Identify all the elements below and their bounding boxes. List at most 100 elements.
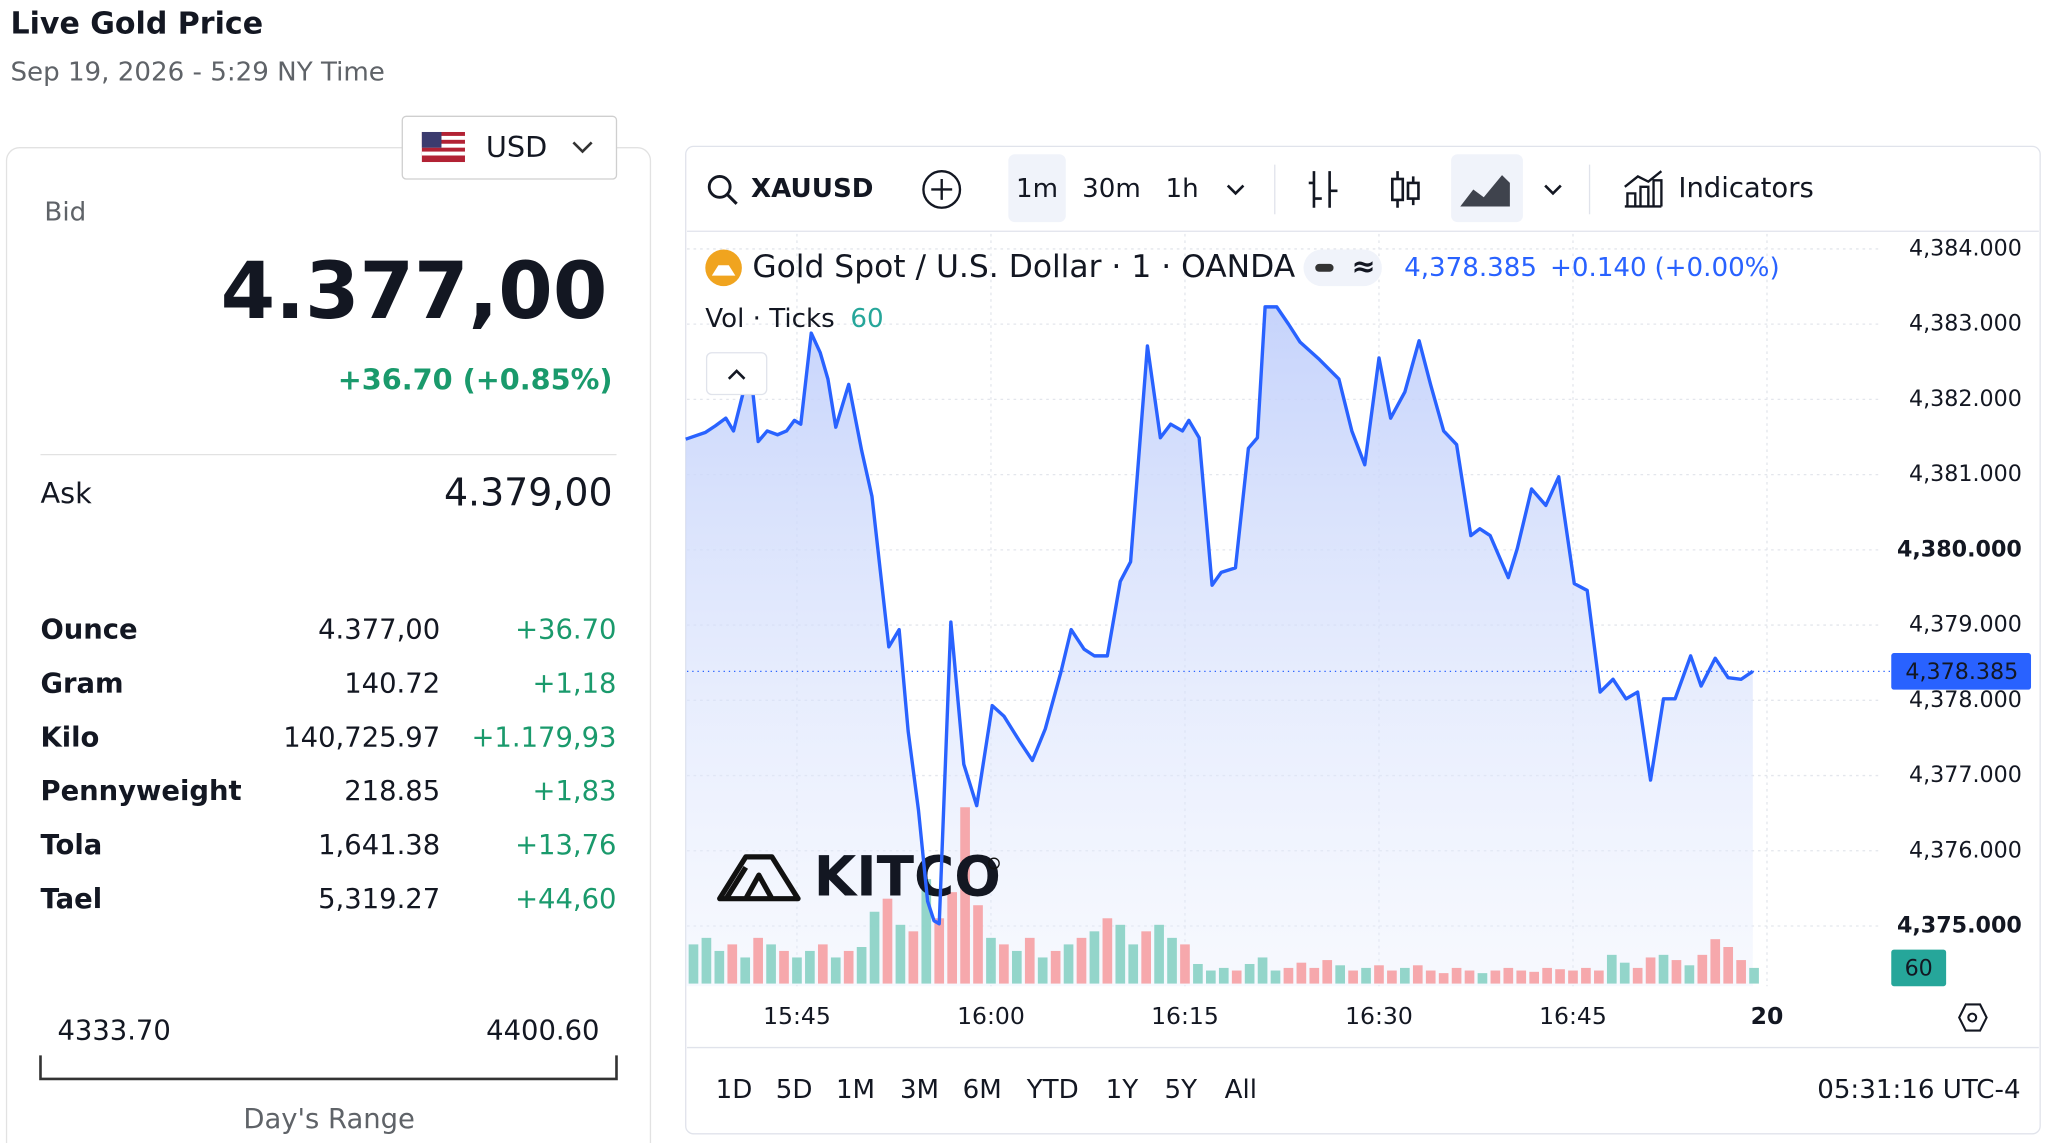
y-tick-label: 4,380.000 xyxy=(1897,536,2022,562)
volume-bar xyxy=(843,950,854,984)
collapse-button[interactable] xyxy=(705,352,768,396)
logo-text: KITCO xyxy=(814,845,1001,909)
volume-bar xyxy=(1180,944,1190,984)
period-button[interactable]: 3M xyxy=(900,1075,939,1105)
last-volume-label: 60 xyxy=(1905,956,1933,982)
y-tick-label: 4,384.000 xyxy=(1909,235,2022,261)
currency-label[interactable]: USD xyxy=(486,130,547,164)
volume-bar xyxy=(1632,967,1643,984)
volume-bar xyxy=(1477,973,1488,984)
style-menu[interactable] xyxy=(1544,184,1562,196)
plus-icon xyxy=(931,179,953,200)
volume-bar xyxy=(1283,967,1294,984)
settings-icon[interactable] xyxy=(1958,1003,1988,1032)
volume-bar xyxy=(727,944,738,984)
volume-bar xyxy=(1089,931,1100,984)
y-tick-label: 4,383.000 xyxy=(1909,311,2022,337)
unit-name: Tola xyxy=(40,830,102,861)
unit-change: +13,76 xyxy=(515,830,616,861)
area-icon[interactable] xyxy=(1460,175,1510,207)
volume-bar xyxy=(1231,970,1242,984)
volume-bar xyxy=(1309,967,1320,984)
compare-button[interactable] xyxy=(922,169,962,209)
volume-bar xyxy=(947,892,957,984)
interval-menu[interactable] xyxy=(1226,184,1245,196)
intervals: 1m 30m 1h xyxy=(1016,174,1199,204)
unit-price: 5,319.27 xyxy=(318,884,440,915)
status-dot xyxy=(1315,263,1334,272)
period-button[interactable]: 1M xyxy=(836,1075,875,1105)
search-icon[interactable] xyxy=(707,174,732,199)
interval-button[interactable]: 1m xyxy=(1016,174,1058,204)
y-tick-label: 4,381.000 xyxy=(1909,461,2022,487)
period-button[interactable]: 6M xyxy=(963,1075,1002,1105)
last-price-badge xyxy=(1891,653,2032,690)
active-interval-bg xyxy=(1008,154,1066,223)
period-button[interactable]: 5D xyxy=(776,1075,813,1105)
volume-bar xyxy=(1619,962,1630,984)
volume-bar xyxy=(1206,970,1216,984)
candle-body xyxy=(1391,177,1405,202)
volume-bar xyxy=(960,807,970,984)
price-area xyxy=(685,306,1753,987)
interval-button[interactable]: 30m xyxy=(1082,174,1141,204)
volume-bar xyxy=(1645,957,1656,984)
period-button[interactable]: 5Y xyxy=(1164,1075,1197,1105)
market-status xyxy=(1303,249,1382,287)
volume-bar xyxy=(1594,970,1604,984)
volume-bar xyxy=(895,924,906,984)
volume-bar xyxy=(1128,944,1139,984)
y-tick-label: 4,377.000 xyxy=(1909,762,2022,788)
volume-bar xyxy=(1555,969,1565,984)
chevron xyxy=(572,141,593,154)
flag-canton xyxy=(421,131,442,148)
period-button[interactable]: 1Y xyxy=(1106,1075,1139,1105)
date-time: Sep 19, 2026 - 5:29 NY Time xyxy=(10,58,384,88)
currency-select[interactable]: USD xyxy=(401,115,618,180)
volume-bar xyxy=(1503,967,1514,984)
volume-last: 60 xyxy=(850,303,883,333)
volume-bar xyxy=(1270,970,1281,984)
volume-bar xyxy=(817,944,828,984)
volume-bar xyxy=(1529,971,1540,984)
y-tick-label: 4,376.000 xyxy=(1909,837,2022,863)
ask-price: 4.379,00 xyxy=(444,471,613,515)
volume-bar xyxy=(1167,937,1177,984)
volume-bar xyxy=(1024,937,1035,984)
period-button[interactable]: All xyxy=(1225,1075,1257,1105)
volume-bar xyxy=(1296,962,1307,984)
volume-bar xyxy=(1542,967,1552,984)
volume-bar xyxy=(1141,931,1151,984)
volume-bar xyxy=(1257,957,1268,984)
volume-bar xyxy=(1581,967,1591,984)
unit-price: 218.85 xyxy=(344,776,440,807)
volume-bar xyxy=(1244,963,1255,984)
volume-bar xyxy=(973,905,983,984)
unit-change: +44,60 xyxy=(515,884,616,915)
volume-bar xyxy=(882,898,893,984)
interval-button[interactable]: 1h xyxy=(1165,174,1198,204)
bars-icon[interactable] xyxy=(1308,171,1338,208)
volume-bar xyxy=(805,950,815,984)
symbol[interactable]: XAUUSD xyxy=(751,174,873,204)
status-approx: ≈ xyxy=(1352,249,1376,283)
indicators-icon[interactable] xyxy=(1624,170,1663,208)
kitco-logo: KITCO xyxy=(717,845,1001,909)
unit-change: +1,83 xyxy=(532,776,616,807)
page-title: Live Gold Price xyxy=(10,6,263,41)
x-tick-label: 16:45 xyxy=(1539,1002,1607,1030)
period-button[interactable]: YTD xyxy=(1026,1075,1079,1105)
last-price-label: 4,378.385 xyxy=(1905,659,2018,685)
period-button[interactable]: 1D xyxy=(716,1075,753,1105)
volume-bar xyxy=(1658,954,1669,984)
indicators-button[interactable]: Indicators xyxy=(1678,173,1813,204)
volume-bar xyxy=(1671,960,1682,984)
volume-bar xyxy=(1322,960,1333,984)
volume-bar xyxy=(1697,954,1708,984)
volume-bar xyxy=(1102,918,1113,984)
legend-price: 4,378.385 +0.140 (+0.00%) xyxy=(1404,252,1780,282)
volume-bar xyxy=(1361,967,1371,984)
volume-bar xyxy=(701,937,712,984)
